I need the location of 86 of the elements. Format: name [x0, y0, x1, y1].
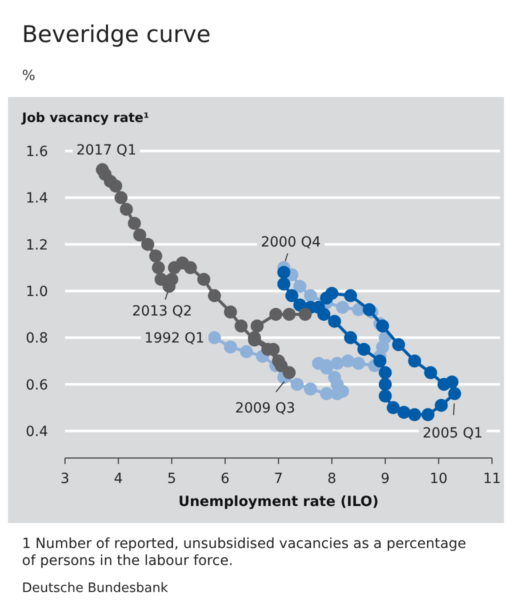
x-tick-label: 6	[220, 471, 230, 487]
point	[304, 289, 318, 302]
point	[448, 387, 462, 400]
x-tick-label: 9	[380, 471, 390, 487]
point	[133, 228, 146, 242]
point	[352, 356, 366, 370]
point	[378, 378, 392, 391]
chart-title: Beveridge curve	[22, 22, 211, 48]
y-tick-label: 1.2	[26, 237, 48, 254]
point	[272, 354, 285, 368]
x-tick-label: 3	[60, 471, 70, 487]
point	[282, 366, 296, 380]
point	[149, 250, 162, 262]
point	[317, 308, 330, 321]
x-tick-label: 11	[483, 471, 501, 487]
point	[325, 286, 338, 300]
point	[328, 370, 342, 384]
point	[277, 266, 290, 279]
point	[282, 308, 296, 321]
point	[320, 387, 334, 400]
point	[120, 202, 133, 216]
point	[362, 303, 376, 316]
point	[141, 238, 154, 251]
y-tick-label: 0.8	[26, 330, 48, 347]
point	[373, 354, 386, 368]
point	[378, 366, 392, 380]
point	[114, 191, 128, 204]
point	[269, 308, 282, 321]
point	[208, 289, 221, 302]
point	[290, 378, 304, 391]
point	[408, 408, 422, 422]
x-tick-label: 4	[114, 471, 123, 487]
y-axis-title: Job vacancy rate¹	[21, 111, 150, 126]
annotation: 2017 Q1	[76, 142, 136, 159]
point	[330, 356, 344, 370]
point	[424, 366, 438, 380]
point	[341, 354, 354, 368]
text: 1 Number of reported, unsubsidised vacancies as a percentage of persons in the labour force.	[22, 536, 466, 569]
point	[336, 300, 350, 314]
point	[357, 342, 370, 356]
annotation: 2013 Q2	[132, 303, 192, 320]
point	[445, 376, 458, 388]
point	[128, 216, 141, 230]
point	[304, 382, 318, 396]
point	[397, 406, 410, 419]
chart-subtitle: %	[22, 68, 36, 84]
point	[168, 261, 181, 274]
point	[197, 272, 210, 286]
point	[434, 398, 448, 412]
point	[408, 354, 422, 368]
point	[285, 289, 298, 302]
point	[224, 340, 237, 354]
point	[293, 280, 306, 293]
point	[234, 320, 248, 332]
point	[240, 345, 253, 358]
x-tick-label: 7	[274, 471, 283, 487]
point	[224, 306, 237, 318]
x-tick-label: 8	[327, 471, 336, 487]
point	[250, 320, 264, 332]
point	[152, 261, 165, 274]
point	[277, 278, 290, 290]
x-tick-label: 5	[167, 471, 176, 487]
y-tick-label: 1.4	[26, 190, 48, 207]
x-tick-label: 10	[430, 471, 448, 487]
point	[386, 401, 400, 414]
point	[392, 338, 406, 352]
annotation: 2005 Q1	[422, 426, 483, 442]
point	[378, 390, 392, 402]
y-tick-label: 0.6	[26, 377, 48, 394]
annotation: 2009 Q3	[235, 400, 296, 417]
point	[344, 331, 358, 344]
text: Deutsche Bundesbank	[22, 581, 169, 596]
point	[96, 163, 109, 176]
point	[328, 314, 342, 328]
point	[344, 289, 358, 302]
x-axis-title: Unemployment rate (ILO)	[178, 494, 379, 510]
point	[298, 308, 312, 321]
point	[421, 408, 434, 422]
point	[154, 272, 168, 286]
y-tick-label: 1.0	[26, 284, 48, 300]
annotation: 1992 Q1	[144, 330, 204, 347]
y-tick-label: 0.4	[26, 424, 48, 440]
point	[208, 331, 221, 344]
annotation: 2000 Q4	[260, 234, 321, 251]
y-tick-label: 1.6	[26, 144, 48, 160]
point	[376, 320, 390, 332]
